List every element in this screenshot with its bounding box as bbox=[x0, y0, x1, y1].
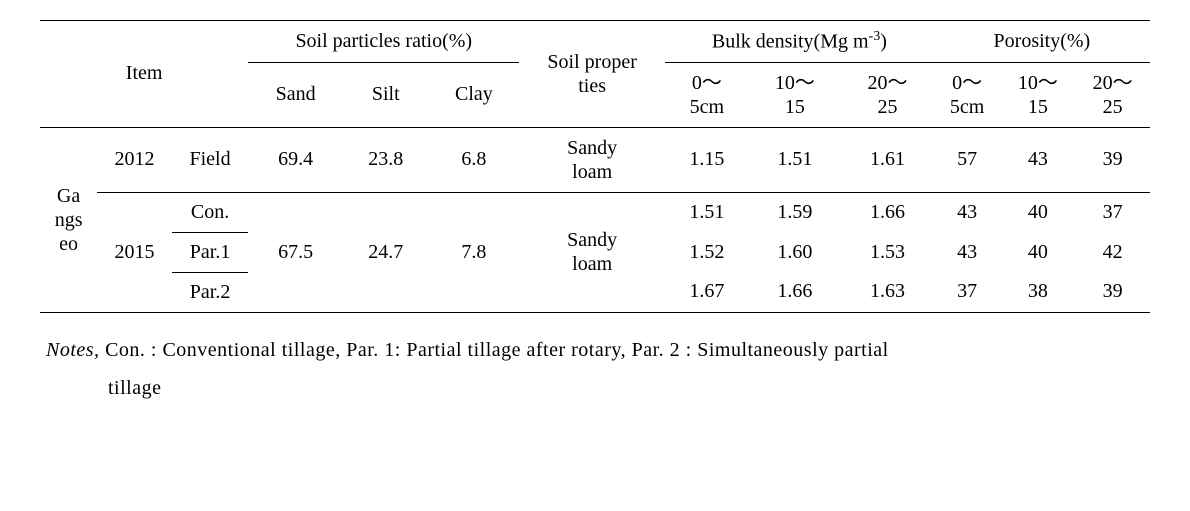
por-cell: 42 bbox=[1075, 232, 1150, 272]
por-cell: 40 bbox=[1000, 192, 1075, 232]
sand-cell: 67.5 bbox=[248, 192, 343, 312]
por-cell: 39 bbox=[1075, 127, 1150, 192]
year-cell: 2015 bbox=[97, 192, 172, 312]
bd-cell: 1.63 bbox=[841, 272, 934, 312]
col-por-20-25: 20～ 25 bbox=[1075, 62, 1150, 127]
col-sand: Sand bbox=[248, 62, 343, 127]
table-header: Item Soil particles ratio(%) Soil proper… bbox=[40, 21, 1150, 128]
sand-cell: 69.4 bbox=[248, 127, 343, 192]
silt-cell: 24.7 bbox=[343, 192, 429, 312]
col-group-porosity: Porosity(%) bbox=[934, 21, 1150, 63]
col-group-bulk-density: Bulk density(Mg m-3) bbox=[665, 21, 934, 63]
bd-cell: 1.60 bbox=[749, 232, 842, 272]
col-por-0-5: 0～ 5cm bbox=[934, 62, 1001, 127]
col-por-10-15: 10～ 15 bbox=[1000, 62, 1075, 127]
por-cell: 39 bbox=[1075, 272, 1150, 312]
col-item: Item bbox=[40, 21, 248, 128]
bd-cell: 1.53 bbox=[841, 232, 934, 272]
clay-cell: 7.8 bbox=[429, 192, 520, 312]
treatment-cell: Par.2 bbox=[172, 272, 248, 312]
table-notes: Notes, Con. : Conventional tillage, Par.… bbox=[40, 331, 1150, 407]
soil-cell: Sandy loam bbox=[519, 127, 665, 192]
notes-text-l2: tillage bbox=[60, 377, 161, 399]
treatment-cell: Field bbox=[172, 127, 248, 192]
bd-cell: 1.61 bbox=[841, 127, 934, 192]
bd-cell: 1.52 bbox=[665, 232, 749, 272]
col-group-soil-particles: Soil particles ratio(%) bbox=[248, 21, 519, 63]
table-row: Ga ngs eo 2012 Field 69.4 23.8 6.8 Sandy… bbox=[40, 127, 1150, 192]
col-silt: Silt bbox=[343, 62, 429, 127]
col-clay: Clay bbox=[429, 62, 520, 127]
site-l2: ngs bbox=[55, 209, 83, 231]
notes-text-l1: Con. : Conventional tillage, Par. 1: Par… bbox=[100, 339, 889, 361]
bd-cell: 1.51 bbox=[749, 127, 842, 192]
table-row: 2015 Con. 67.5 24.7 7.8 Sandy loam 1.51 … bbox=[40, 192, 1150, 232]
por-cell: 57 bbox=[934, 127, 1001, 192]
site-l3: eo bbox=[59, 233, 78, 255]
clay-cell: 6.8 bbox=[429, 127, 520, 192]
bd-cell: 1.15 bbox=[665, 127, 749, 192]
soil-properties-table-wrap: Item Soil particles ratio(%) Soil proper… bbox=[40, 20, 1150, 407]
site-cell: Ga ngs eo bbox=[40, 127, 97, 312]
col-bd-10-15: 10～ 15 bbox=[749, 62, 842, 127]
por-cell: 38 bbox=[1000, 272, 1075, 312]
por-cell: 43 bbox=[934, 232, 1001, 272]
bd-cell: 1.59 bbox=[749, 192, 842, 232]
soil-properties-table: Item Soil particles ratio(%) Soil proper… bbox=[40, 20, 1150, 313]
col-soil-properties: Soil proper ties bbox=[519, 21, 665, 128]
bd-cell: 1.51 bbox=[665, 192, 749, 232]
soil-properties-l2: ties bbox=[578, 75, 606, 97]
col-bd-20-25: 20～ 25 bbox=[841, 62, 934, 127]
treatment-cell: Con. bbox=[172, 192, 248, 232]
por-cell: 37 bbox=[1075, 192, 1150, 232]
por-cell: 43 bbox=[1000, 127, 1075, 192]
treatment-cell: Par.1 bbox=[172, 232, 248, 272]
silt-cell: 23.8 bbox=[343, 127, 429, 192]
bd-cell: 1.66 bbox=[749, 272, 842, 312]
soil-properties-l1: Soil proper bbox=[547, 51, 636, 73]
por-cell: 40 bbox=[1000, 232, 1075, 272]
col-bd-0-5: 0～ 5cm bbox=[665, 62, 749, 127]
notes-label: Notes, bbox=[46, 339, 100, 361]
year-cell: 2012 bbox=[97, 127, 172, 192]
por-cell: 43 bbox=[934, 192, 1001, 232]
por-cell: 37 bbox=[934, 272, 1001, 312]
soil-cell: Sandy loam bbox=[519, 192, 665, 312]
table-body: Ga ngs eo 2012 Field 69.4 23.8 6.8 Sandy… bbox=[40, 127, 1150, 312]
bd-cell: 1.67 bbox=[665, 272, 749, 312]
site-l1: Ga bbox=[57, 185, 80, 207]
bd-cell: 1.66 bbox=[841, 192, 934, 232]
